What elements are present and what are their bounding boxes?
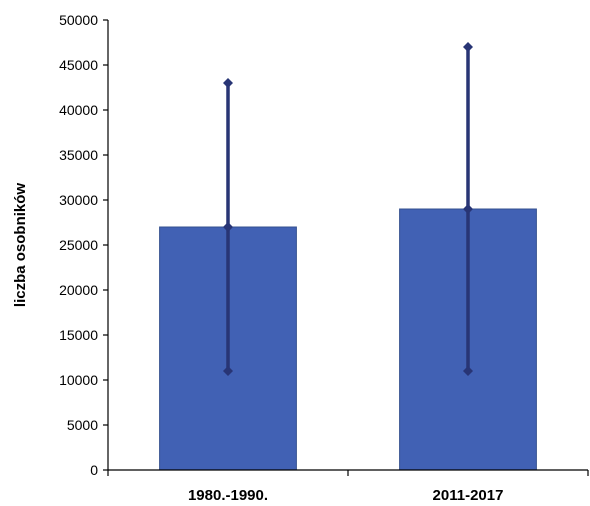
y-tick-label: 10000 bbox=[59, 372, 98, 388]
error-bar-upper-marker bbox=[223, 78, 233, 88]
x-category-label: 2011-2017 bbox=[433, 487, 504, 504]
y-tick-label: 40000 bbox=[59, 102, 98, 118]
y-ticks: 0 5000 10000 15000 20000 25000 30000 35000 40000… bbox=[59, 12, 108, 478]
y-tick-label: 30000 bbox=[59, 192, 98, 208]
x-ticks: 1980.-1990. 2011-2017 bbox=[107, 470, 589, 504]
x-category-label: 1980.-1990. bbox=[188, 487, 268, 504]
error-bars-layer bbox=[223, 42, 473, 376]
error-bar-lower-marker bbox=[463, 366, 473, 376]
y-tick-label: 15000 bbox=[59, 327, 98, 343]
error-bar-upper-marker bbox=[463, 42, 473, 52]
y-tick-label: 50000 bbox=[59, 12, 98, 28]
y-tick-label: 35000 bbox=[59, 147, 98, 163]
error-bar-lower-marker bbox=[223, 366, 233, 376]
y-tick-label: 45000 bbox=[59, 57, 98, 73]
error-bar-mean-marker bbox=[463, 204, 473, 214]
y-tick-label: 5000 bbox=[67, 417, 98, 433]
y-axis-title: liczba osobników bbox=[12, 183, 29, 308]
bars-layer bbox=[159, 208, 537, 471]
error-bar-mean-marker bbox=[223, 222, 233, 232]
y-tick-label: 20000 bbox=[59, 282, 98, 298]
y-tick-label: 0 bbox=[90, 462, 98, 478]
y-tick-label: 25000 bbox=[59, 237, 98, 253]
